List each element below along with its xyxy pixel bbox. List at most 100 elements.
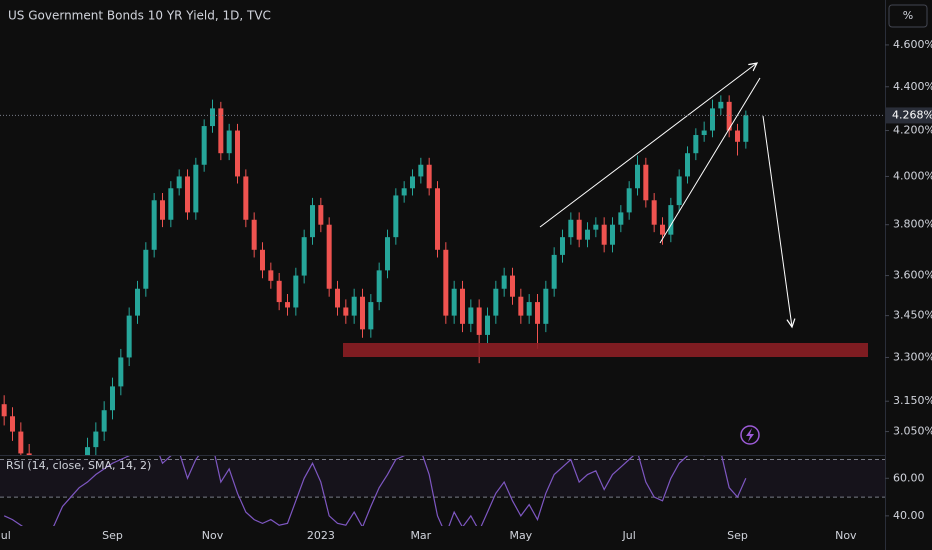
candle-body (110, 386, 115, 411)
candle-body (460, 288, 465, 324)
candle-body (85, 447, 90, 455)
candle-body (118, 357, 124, 387)
x-tick-label: 2023 (307, 529, 335, 542)
candle-body (710, 108, 715, 131)
candle-body (393, 195, 399, 238)
candle-body (535, 302, 540, 324)
price-pane (1, 95, 749, 455)
x-tick-label: Nov (202, 529, 224, 542)
candle-body (143, 249, 149, 289)
candle-body (676, 176, 682, 206)
candle-body (18, 431, 24, 454)
candle-body (701, 130, 707, 136)
candle-body (468, 307, 474, 324)
candle-body (410, 176, 415, 189)
candle-body (643, 164, 649, 201)
candle-body (210, 108, 215, 127)
candle-body (285, 302, 290, 308)
x-tick-label: Nov (835, 529, 857, 542)
lightning-icon[interactable] (740, 425, 760, 445)
candle-body (360, 296, 365, 330)
chart-title: US Government Bonds 10 YR Yield, 1D, TVC (8, 9, 271, 23)
last-price-label: 4.268% (892, 108, 932, 121)
candle-body (660, 224, 665, 235)
candle-body (343, 307, 349, 316)
wedge-upper (539, 63, 757, 228)
candle-body (351, 296, 357, 316)
support-zone (343, 343, 868, 357)
y-tick-label: 4.200% (893, 124, 932, 137)
candle-body (151, 200, 157, 250)
candle-body (101, 410, 107, 432)
candle-body (276, 280, 282, 303)
candle-body (560, 237, 565, 255)
unit-button[interactable] (888, 4, 928, 28)
x-tick-label: Sep (727, 529, 748, 542)
candle-body (493, 288, 499, 316)
rsi-band-fill (0, 459, 885, 498)
candle-body (418, 164, 424, 177)
candle-body (435, 188, 440, 250)
candle-body (501, 275, 507, 289)
x-tick-label: May (509, 529, 532, 542)
rsi-title: RSI (14, close, SMA, 14, 2) (6, 459, 151, 472)
candle-body (243, 176, 249, 220)
candle-body (93, 431, 99, 448)
candle-body (310, 205, 315, 238)
candle-body (226, 130, 232, 154)
candle-body (568, 219, 574, 238)
candle-body (218, 108, 224, 154)
y-tick-label: 4.400% (893, 80, 932, 93)
candle-body (685, 153, 690, 177)
y-tick-label: 40.00 (893, 509, 925, 522)
down-arrow (762, 115, 792, 327)
candle-body (601, 224, 607, 245)
candle-body (176, 176, 182, 189)
candle-body (326, 224, 332, 289)
candle-body (718, 101, 724, 109)
candle-body (543, 288, 549, 324)
y-tick-label: 60.00 (893, 471, 925, 484)
x-tick-label: Jul (622, 529, 636, 542)
y-tick-label: 3.150% (893, 394, 932, 407)
candle-body (443, 249, 449, 316)
candle-body (401, 188, 407, 196)
candle-body (426, 164, 432, 189)
candle-body (526, 302, 532, 316)
y-tick-label: 3.450% (893, 309, 932, 322)
candle-body (160, 200, 165, 220)
candle-body (576, 219, 582, 240)
rsi-line (3, 456, 747, 526)
candle-body (743, 115, 749, 142)
candle-body (618, 212, 624, 225)
candle-body (268, 270, 274, 281)
candle-body (185, 176, 190, 213)
candle-body (10, 416, 15, 432)
candle-body (385, 237, 390, 271)
candle-body (693, 135, 699, 154)
candle-body (518, 296, 524, 316)
candle-body (235, 130, 240, 177)
unit-button-label[interactable]: % (903, 9, 913, 22)
candle-body (135, 288, 140, 316)
x-tick-label: Sep (102, 529, 123, 542)
candle-body (485, 315, 490, 335)
candle-body (551, 254, 557, 289)
y-tick-label: 3.050% (893, 425, 932, 438)
candle-body (476, 307, 482, 335)
candle-body (626, 188, 632, 213)
wedge-lower (659, 77, 761, 244)
candle-body (301, 237, 307, 276)
candle-body (1, 404, 7, 417)
candle-body (335, 288, 340, 308)
candle-body (260, 249, 265, 271)
candle-body (585, 229, 590, 240)
candle-body (726, 101, 732, 131)
candle-body (635, 164, 640, 189)
candle-body (26, 453, 32, 455)
y-tick-label: 3.600% (893, 269, 932, 282)
x-tick-label: Mar (410, 529, 431, 542)
y-tick-label: 3.800% (893, 218, 932, 231)
